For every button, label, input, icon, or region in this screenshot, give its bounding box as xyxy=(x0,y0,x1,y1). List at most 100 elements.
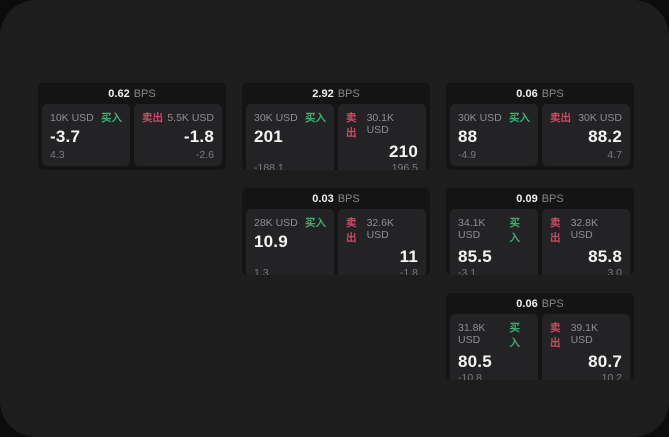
buy-size-label: 30K USD xyxy=(254,112,298,124)
buy-panel[interactable]: 31.8K USD 买入 80.5 -10.8 xyxy=(450,314,538,380)
quote-card[interactable]: 0.06 BPS 31.8K USD 买入 80.5 -10.8 卖出 39.1… xyxy=(446,293,634,380)
sell-size-label: 30.1K USD xyxy=(366,112,395,136)
buy-panel-top: 34.1K USD 买入 xyxy=(458,215,530,245)
sell-price: 11 xyxy=(399,247,418,266)
buy-price: 80.5 xyxy=(458,352,492,371)
buy-price: 10.9 xyxy=(254,232,288,251)
buy-size-label: 10K USD xyxy=(50,112,94,124)
sell-panel-top: 卖出 30K USD xyxy=(550,110,622,125)
buy-size-label: 30K USD xyxy=(458,112,502,124)
quote-card[interactable]: 0.03 BPS 28K USD 买入 10.9 1.3 卖出 32.6K US… xyxy=(242,188,430,275)
sell-price: 88.2 xyxy=(588,127,622,146)
buy-delta: -3.1 xyxy=(458,267,477,275)
sell-size-label: 30K USD xyxy=(578,112,622,124)
sell-panel-top: 卖出 32.6K USD xyxy=(346,215,418,245)
sell-panel[interactable]: 卖出 32.8K USD 85.8 3.0 xyxy=(542,209,630,275)
sell-panel[interactable]: 卖出 32.6K USD 11 -1.8 xyxy=(338,209,426,275)
buy-size-label: 28K USD xyxy=(254,217,298,229)
quote-card[interactable]: 2.92 BPS 30K USD 买入 201 -188.1 卖出 30.1K … xyxy=(242,83,430,170)
quote-cards-grid: 0.62 BPS 10K USD 买入 -3.7 4.3 卖出 5.5K USD… xyxy=(38,83,634,380)
card-header: 0.06 BPS xyxy=(446,83,634,104)
buy-size-label: 34.1K USD xyxy=(458,217,486,241)
buy-delta: -10.8 xyxy=(458,372,482,380)
bps-unit-label: BPS xyxy=(541,87,564,100)
sell-price: -1.8 xyxy=(183,127,214,146)
sell-panel[interactable]: 卖出 30K USD 88.2 4.7 xyxy=(542,104,630,166)
sell-price: 210 xyxy=(389,142,418,161)
card-header: 0.09 BPS xyxy=(446,188,634,209)
sell-delta: -1.8 xyxy=(399,267,418,275)
buy-side-label: 买入 xyxy=(509,217,520,244)
bps-unit-label: BPS xyxy=(133,87,156,100)
sell-panel-top: 卖出 39.1K USD xyxy=(550,320,622,350)
spread-bps-value: 0.62 xyxy=(108,87,130,100)
sell-panel-top: 卖出 5.5K USD xyxy=(142,110,214,125)
quote-panels: 34.1K USD 买入 85.5 -3.1 卖出 32.8K USD 85.8… xyxy=(446,209,634,275)
buy-delta: -188.1 xyxy=(254,162,284,170)
sell-size-label: 32.6K USD xyxy=(366,217,395,241)
sell-side-label: 卖出 xyxy=(550,322,561,349)
sell-price: 85.8 xyxy=(588,247,622,266)
quote-panels: 30K USD 买入 201 -188.1 卖出 30.1K USD 210 1… xyxy=(242,104,430,170)
buy-side-label: 买入 xyxy=(509,322,520,349)
buy-panel[interactable]: 30K USD 买入 88 -4.9 xyxy=(450,104,538,166)
sell-delta: 4.7 xyxy=(607,149,622,161)
spread-bps-value: 0.06 xyxy=(516,87,538,100)
bps-unit-label: BPS xyxy=(337,192,360,205)
spread-bps-value: 2.92 xyxy=(312,87,334,100)
sell-side-label: 卖出 xyxy=(550,217,561,244)
buy-panel[interactable]: 10K USD 买入 -3.7 4.3 xyxy=(42,104,130,166)
sell-panel[interactable]: 卖出 5.5K USD -1.8 -2.6 xyxy=(134,104,222,166)
sell-panel-top: 卖出 32.8K USD xyxy=(550,215,622,245)
card-header: 2.92 BPS xyxy=(242,83,430,104)
sell-side-label: 卖出 xyxy=(550,112,571,124)
sell-delta: 3.0 xyxy=(607,267,622,275)
sell-side-label: 卖出 xyxy=(346,112,357,139)
bps-unit-label: BPS xyxy=(541,297,564,310)
quote-card[interactable]: 0.09 BPS 34.1K USD 买入 85.5 -3.1 卖出 32.8K… xyxy=(446,188,634,275)
bps-unit-label: BPS xyxy=(337,87,360,100)
buy-panel[interactable]: 34.1K USD 买入 85.5 -3.1 xyxy=(450,209,538,275)
buy-price: 85.5 xyxy=(458,247,492,266)
card-header: 0.62 BPS xyxy=(38,83,226,104)
sell-side-label: 卖出 xyxy=(142,112,163,124)
sell-panel-top: 卖出 30.1K USD xyxy=(346,110,418,140)
card-header: 0.03 BPS xyxy=(242,188,430,209)
buy-panel-top: 30K USD 买入 xyxy=(254,110,326,125)
quote-panels: 30K USD 买入 88 -4.9 卖出 30K USD 88.2 4.7 xyxy=(446,104,634,170)
buy-price: -3.7 xyxy=(50,127,81,146)
buy-delta: 4.3 xyxy=(50,149,65,161)
buy-size-label: 31.8K USD xyxy=(458,322,486,346)
buy-panel-top: 30K USD 买入 xyxy=(458,110,530,125)
buy-side-label: 买入 xyxy=(305,217,326,229)
sell-size-label: 5.5K USD xyxy=(167,112,214,124)
quote-card[interactable]: 0.06 BPS 30K USD 买入 88 -4.9 卖出 30K USD 8… xyxy=(446,83,634,170)
buy-panel-top: 28K USD 买入 xyxy=(254,215,326,230)
quote-panels: 10K USD 买入 -3.7 4.3 卖出 5.5K USD -1.8 -2.… xyxy=(38,104,226,170)
buy-side-label: 买入 xyxy=(101,112,122,124)
sell-delta: 10.2 xyxy=(601,372,622,380)
sell-panel[interactable]: 卖出 30.1K USD 210 196.5 xyxy=(338,104,426,170)
sell-size-label: 32.8K USD xyxy=(570,217,599,241)
buy-delta: 1.3 xyxy=(254,267,269,275)
buy-panel[interactable]: 28K USD 买入 10.9 1.3 xyxy=(246,209,334,275)
quote-card[interactable]: 0.62 BPS 10K USD 买入 -3.7 4.3 卖出 5.5K USD… xyxy=(38,83,226,170)
sell-size-label: 39.1K USD xyxy=(570,322,599,346)
bps-unit-label: BPS xyxy=(541,192,564,205)
spread-bps-value: 0.06 xyxy=(516,297,538,310)
buy-panel-top: 10K USD 买入 xyxy=(50,110,122,125)
buy-side-label: 买入 xyxy=(509,112,530,124)
sell-price: 80.7 xyxy=(588,352,622,371)
buy-price: 88 xyxy=(458,127,478,146)
sell-delta: 196.5 xyxy=(391,162,418,170)
buy-side-label: 买入 xyxy=(305,112,326,124)
sell-delta: -2.6 xyxy=(195,149,214,161)
buy-delta: -4.9 xyxy=(458,149,477,161)
buy-panel[interactable]: 30K USD 买入 201 -188.1 xyxy=(246,104,334,170)
card-header: 0.06 BPS xyxy=(446,293,634,314)
buy-price: 201 xyxy=(254,127,283,146)
quote-panels: 28K USD 买入 10.9 1.3 卖出 32.6K USD 11 -1.8 xyxy=(242,209,430,275)
sell-panel[interactable]: 卖出 39.1K USD 80.7 10.2 xyxy=(542,314,630,380)
sell-side-label: 卖出 xyxy=(346,217,357,244)
